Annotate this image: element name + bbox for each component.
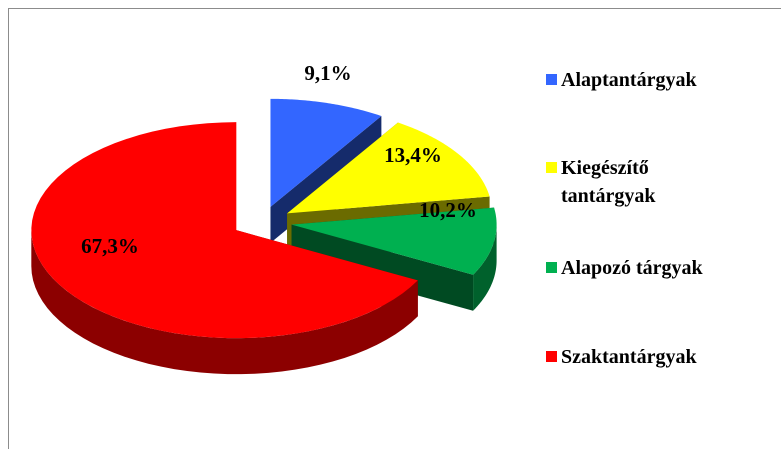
- legend-swatch: [546, 74, 557, 85]
- legend-label: Szaktantárgyak: [561, 346, 697, 368]
- legend-item: Alapozó tárgyak: [546, 254, 736, 282]
- slice-top: [287, 122, 490, 214]
- legend-item: Kiegészítő tantárgyak: [546, 154, 736, 210]
- legend-swatch: [546, 351, 557, 362]
- data-label: 67,3%: [81, 234, 139, 258]
- slice-top: [291, 207, 497, 275]
- slice: [31, 122, 418, 375]
- legend-item: Szaktantárgyak: [546, 343, 736, 371]
- slice: [291, 207, 497, 311]
- slice-wall: [291, 224, 474, 311]
- slice-side: [473, 224, 497, 311]
- data-label: 13,4%: [384, 143, 442, 167]
- legend-label: Alapozó tárgyak: [561, 257, 703, 279]
- data-label: 9,1%: [304, 61, 351, 85]
- frame: [8, 8, 781, 449]
- legend-item: Alaptantárgyak: [546, 66, 736, 94]
- legend-swatch: [546, 162, 557, 173]
- data-label: 10,2%: [419, 198, 477, 222]
- legend-label: Kiegészítő tantárgyak: [561, 157, 656, 207]
- legend-label: Alaptantárgyak: [561, 69, 697, 91]
- legend-swatch: [546, 262, 557, 273]
- slice-top: [31, 122, 418, 339]
- slice-side: [31, 230, 418, 375]
- slice-top: [270, 98, 382, 207]
